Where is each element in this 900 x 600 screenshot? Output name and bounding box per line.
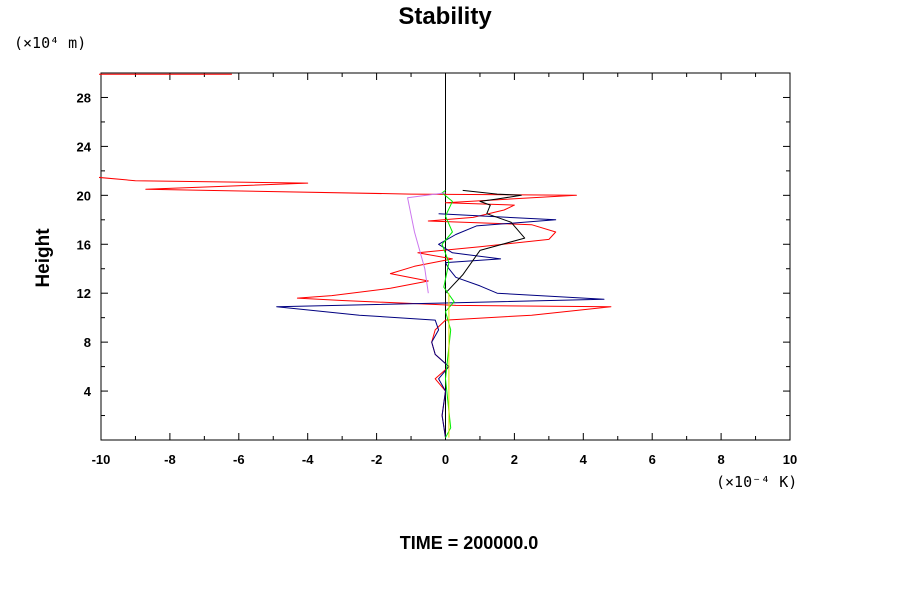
y-tick-label: 12 — [77, 286, 91, 301]
x-tick-label: -6 — [233, 452, 245, 467]
series-line-1 — [99, 73, 612, 438]
series-line-5 — [407, 192, 446, 294]
y-axis-label: Height — [33, 228, 54, 288]
x-tick-label: -4 — [302, 452, 314, 467]
x-tick-label: 6 — [649, 452, 656, 467]
x-tick-label: 10 — [783, 452, 797, 467]
x-unit-label: (×10⁻⁴ K) — [716, 473, 797, 491]
footer-time: TIME = 200000.0 — [400, 533, 539, 553]
y-tick-label: 24 — [77, 139, 92, 154]
series-line-4 — [441, 189, 455, 438]
y-tick-label: 28 — [77, 90, 91, 105]
y-tick-label: 4 — [84, 384, 92, 399]
x-tick-label: 2 — [511, 452, 518, 467]
x-tick-label: -8 — [164, 452, 176, 467]
x-tick-label: 0 — [442, 452, 449, 467]
y-tick-label: 16 — [77, 237, 91, 252]
x-tick-label: 4 — [580, 452, 588, 467]
x-tick-label: -2 — [371, 452, 383, 467]
y-tick-label: 20 — [77, 188, 91, 203]
chart-title: Stability — [398, 3, 492, 30]
y-tick-label: 8 — [84, 335, 91, 350]
series-line-3 — [445, 189, 526, 294]
y-unit-label: (×10⁴ m) — [14, 34, 86, 52]
x-tick-label: 8 — [717, 452, 724, 467]
x-tick-label: -10 — [92, 452, 111, 467]
